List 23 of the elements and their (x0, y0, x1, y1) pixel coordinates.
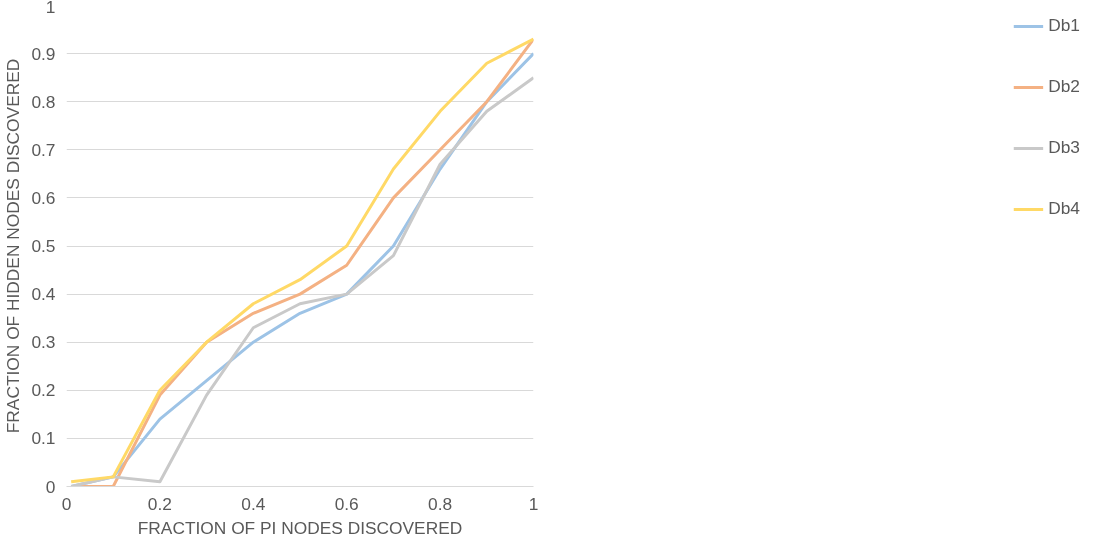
y-tick-label: 0.7 (31, 139, 56, 160)
y-tick-label: 1 (45, 0, 56, 17)
y-tick-label: 0.6 (31, 187, 56, 208)
y-tick-label: 0.1 (31, 428, 56, 449)
y-axis-title: FRACTION OF HIDDEN NODES DISCOVERED (3, 58, 24, 434)
legend-label: Db4 (1048, 198, 1080, 219)
legend-label: Db3 (1048, 137, 1080, 158)
y-tick-label: 0.8 (31, 91, 56, 112)
x-tick-label: 0.8 (428, 493, 453, 514)
x-tick-label: 1 (528, 493, 539, 514)
legend-label: Db2 (1048, 76, 1080, 97)
y-tick-label: 0.2 (31, 380, 56, 401)
y-tick-label: 0.5 (31, 236, 56, 256)
x-tick-label: 0 (61, 493, 72, 514)
legend-label: Db1 (1048, 15, 1080, 36)
x-tick-label: 0.2 (147, 493, 172, 514)
y-tick-label: 0.9 (31, 43, 56, 64)
y-tick-label: 0.4 (31, 284, 56, 305)
y-tick-label: 0.3 (31, 332, 56, 353)
x-axis-title: FRACTION OF PI NODES DISCOVERED (137, 517, 463, 538)
y-tick-label: 0 (45, 476, 56, 497)
x-tick-label: 0.6 (334, 493, 359, 514)
x-tick-label: 0.4 (241, 493, 266, 514)
